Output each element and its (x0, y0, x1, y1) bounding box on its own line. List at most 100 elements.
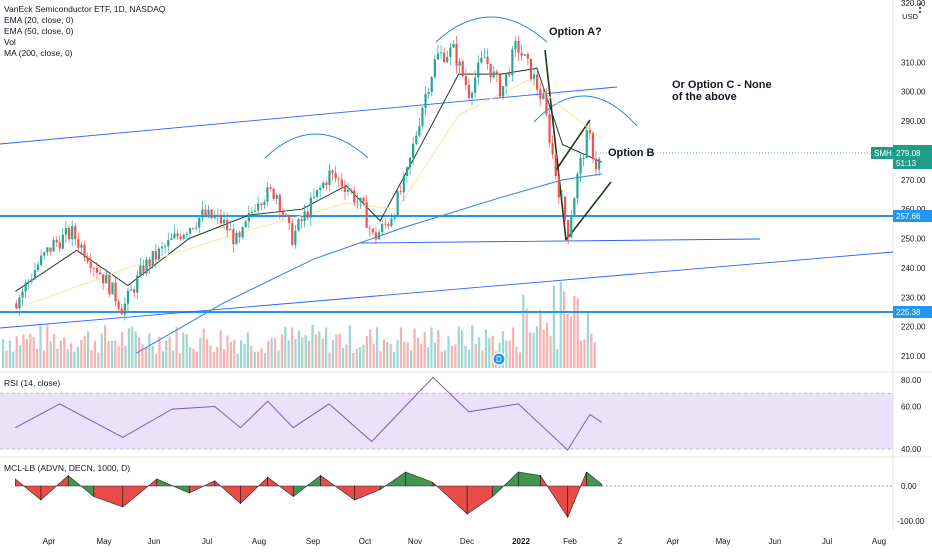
x-tick-label: Dec (460, 537, 474, 546)
volume-bar (389, 344, 392, 368)
candle-body (33, 270, 37, 280)
volume-bar (505, 340, 508, 368)
volume-bar (291, 327, 294, 368)
candle-body (362, 197, 365, 202)
volume-bar (328, 352, 331, 368)
candle-body (495, 71, 498, 75)
legend-vol[interactable]: Vol (4, 37, 16, 47)
volume-bar (233, 339, 236, 368)
volume-bar (5, 350, 8, 368)
candle-body (145, 259, 148, 274)
legend-ema20[interactable]: EMA (20, close, 0) (4, 15, 74, 25)
candle-body (337, 178, 340, 180)
oscillator-area (122, 478, 158, 508)
candle-body (529, 58, 533, 80)
option-b-lower-line (565, 181, 612, 241)
oscillator-area (67, 474, 95, 498)
candle-body (201, 209, 204, 218)
candle-body (241, 227, 244, 238)
volume-bar (423, 332, 426, 368)
volume-bar (223, 349, 226, 368)
volume-bar (355, 348, 358, 368)
mcl-label[interactable]: MCL-LB (ADVN, DECN, 1000, D) (4, 463, 131, 473)
volume-bar (93, 340, 96, 368)
volume-bar (335, 334, 338, 368)
oscillator-area (405, 471, 434, 487)
volume-bar (260, 348, 263, 368)
candle-body (250, 211, 254, 213)
volume-bar (416, 337, 419, 368)
candle-body (418, 126, 421, 136)
candle-body (350, 190, 353, 191)
badge-level-lower-bg (893, 306, 932, 318)
x-tick-label: Jun (148, 537, 161, 546)
volume-bar (559, 281, 562, 368)
volume-bar (484, 329, 487, 368)
candle-body (49, 247, 52, 252)
candle-body (272, 188, 275, 199)
volume-bar (563, 291, 566, 368)
candle-body (514, 41, 517, 50)
volume-bar (437, 329, 440, 368)
x-tick-label: Jul (822, 537, 832, 546)
candle-body (483, 56, 486, 58)
candle-body (588, 130, 591, 134)
rsi-label[interactable]: RSI (14, close) (4, 378, 61, 388)
currency-label: USD (902, 12, 918, 21)
candle-body (368, 227, 371, 229)
candle-body (222, 219, 226, 224)
x-tick-label: Feb (563, 537, 577, 546)
volume-bar (39, 325, 42, 368)
oscillator-area (466, 485, 494, 515)
volume-bar (284, 326, 287, 368)
candle-body (164, 246, 167, 248)
x-tick-label: 2022 (512, 537, 530, 546)
legend-ema50[interactable]: EMA (50, close, 0) (4, 26, 74, 36)
volume-bar (53, 333, 56, 368)
volume-bar (372, 343, 375, 368)
volume-bar (131, 326, 134, 368)
volume-bar (359, 347, 362, 368)
volume-bar (318, 331, 321, 368)
ellipsis-icon[interactable] (914, 2, 926, 14)
volume-bar (15, 336, 18, 368)
volume-bar (580, 340, 583, 368)
volume-bar (287, 340, 290, 368)
badge-last-price-bg (893, 145, 932, 169)
volume-bar (444, 349, 447, 368)
candle-body (542, 94, 545, 99)
oscillator-area (517, 471, 541, 487)
candle-body (260, 203, 263, 206)
annotation-option-a: Option A? (549, 26, 602, 38)
badge-symbol: SMH (874, 149, 892, 158)
price-tick-label: 250.00 (901, 235, 926, 244)
candle-body (387, 224, 390, 227)
candle-body (532, 74, 536, 80)
candle-body (511, 49, 514, 76)
candle-body (576, 173, 579, 199)
arc-head (435, 16, 548, 43)
candle-body (480, 57, 483, 63)
candle-body (412, 143, 415, 158)
volume-bar (8, 340, 11, 368)
volume-bar (512, 327, 515, 368)
candle-body (235, 232, 238, 245)
price-tick-label: 220.00 (901, 323, 926, 332)
volume-bar (104, 325, 107, 368)
candle-body (489, 64, 492, 78)
candle-body (58, 242, 61, 249)
volume-bar (362, 344, 365, 368)
volume-bar (121, 331, 124, 368)
volume-bar (117, 346, 120, 368)
volume-bar (127, 328, 130, 368)
volume-bar (342, 347, 345, 368)
candle-body (244, 221, 247, 228)
volume-bar (226, 335, 229, 368)
candle-body (98, 272, 102, 275)
x-tick-label: Jun (769, 537, 782, 546)
legend-title[interactable]: VanEck Semiconductor ETF, 1D, NASDAQ (4, 4, 166, 14)
legend-ma200[interactable]: MA (200, close, 0) (4, 48, 73, 58)
candle-body (325, 182, 328, 185)
candle-body (560, 197, 564, 198)
